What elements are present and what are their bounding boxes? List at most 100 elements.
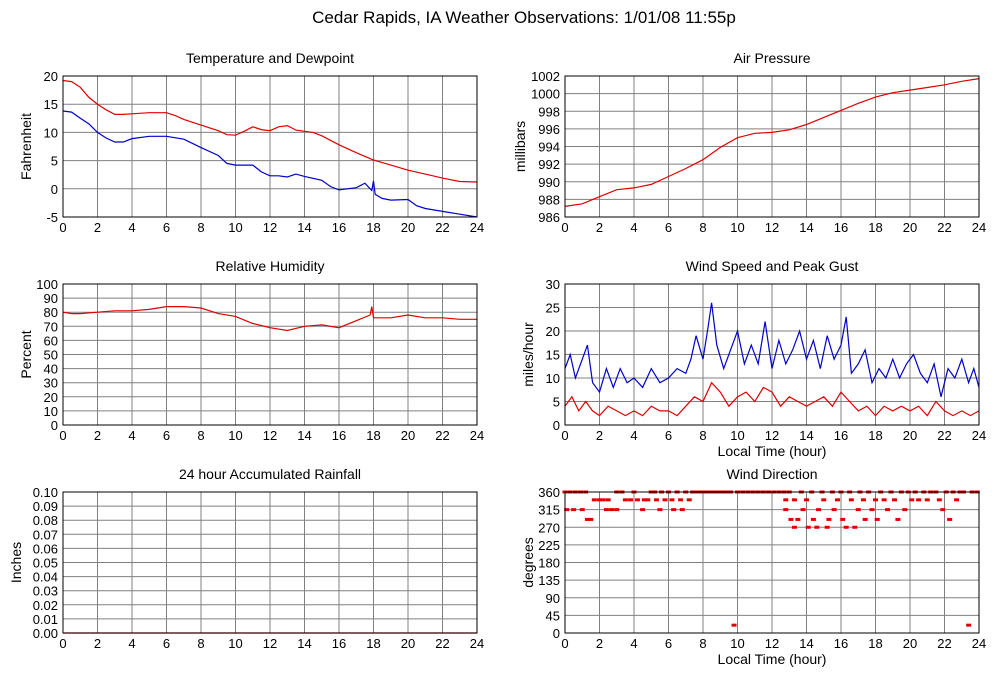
press-chart: 0 2 4 6 8 10 12 14 16 18 20 22 249869889909929949969… [512,50,986,235]
rain-y-axis-label: Inches [8,542,24,583]
wdir-point [579,508,585,512]
wind-x-tick-label: 6 [665,428,672,443]
wdir-x-tick-label: 10 [730,636,744,651]
wdir-x-tick-label: 20 [903,636,917,651]
wdir-point [947,517,953,521]
wdir-y-tick-label: 90 [546,591,560,606]
temp-y-tick-label: -5 [46,210,58,225]
wdir-x-tick-label: 12 [765,636,779,651]
wdir-point [564,508,570,512]
rain-x-tick-label: 6 [163,636,170,651]
temp-x-tick-label: 18 [366,220,380,235]
wdir-point [869,508,875,512]
wind-y-tick-label: 0 [553,418,560,433]
wdir-point [653,498,659,502]
wdir-x-tick-label: 6 [665,636,672,651]
press-y-tick-label: 996 [538,122,560,137]
rh-x-tick-label: 22 [435,428,449,443]
rh-y-tick-label: 20 [44,390,58,405]
press-x-tick-label: 8 [699,220,706,235]
rh-y-tick-label: 90 [44,291,58,306]
wdir-point [791,525,797,529]
wdir-y-tick-label: 225 [538,538,560,553]
rain-x-tick-label: 4 [128,636,135,651]
wdir-y-tick-label: 270 [538,520,560,535]
wdir-point [902,508,908,512]
press-x-tick-label: 20 [903,220,917,235]
temp-series-line [62,79,478,183]
rh-x-tick-label: 10 [228,428,242,443]
wdir-x-tick-label: 18 [868,636,882,651]
rh-y-axis-label: Percent [18,330,34,378]
wdir-point [924,498,930,502]
wind-x-axis-label: Local Time (hour) [718,443,827,459]
wind-chart-title: Wind Speed and Peak Gust [686,258,859,274]
temp-x-tick-label: 24 [470,220,484,235]
rh-x-tick-label: 16 [332,428,346,443]
wdir-point [628,498,634,502]
temp-x-tick-label: 12 [263,220,277,235]
temp-y-tick-label: 15 [44,97,58,112]
wdir-point [597,498,602,502]
wind-x-tick-label: 24 [972,428,986,443]
rain-y-tick-label: 0.00 [33,626,58,641]
rh-y-tick-label: 60 [44,333,58,348]
wdir-y-tick-label: 180 [538,556,560,571]
wind-y-tick-label: 5 [553,395,560,410]
wdir-point [891,498,897,502]
rh-x-tick-label: 4 [128,428,135,443]
wdir-point [966,623,972,627]
rain-x-tick-label: 2 [94,636,101,651]
rain-y-tick-label: 0.02 [33,598,58,613]
rain-x-tick-label: 20 [401,636,415,651]
rain-x-tick-label: 22 [435,636,449,651]
wind-y-tick-label: 10 [546,371,560,386]
wdir-point [605,498,611,502]
wdir-point [788,517,794,521]
temp-y-tick-label: 0 [51,182,58,197]
wdir-x-tick-label: 22 [937,636,951,651]
wdir-point [954,498,960,502]
wdir-y-axis-label: degrees [520,537,536,588]
rain-y-tick-label: 0.03 [33,584,58,599]
wdir-point [686,498,692,502]
press-y-tick-label: 992 [538,157,560,172]
rain-y-tick-label: 0.05 [33,556,58,571]
wind-x-tick-label: 12 [765,428,779,443]
wdir-point [662,498,668,502]
wind-y-tick-label: 20 [546,324,560,339]
wind-x-tick-label: 4 [630,428,637,443]
rain-x-tick-label: 10 [228,636,242,651]
wdir-point [885,508,891,512]
rh-x-tick-label: 14 [297,428,311,443]
rain-y-tick-label: 0.10 [33,485,58,500]
wdir-point [831,508,837,512]
wdir-point [800,508,806,512]
wdir-x-axis-label: Local Time (hour) [718,651,827,667]
rh-y-tick-label: 30 [44,376,58,391]
rain-x-tick-label: 14 [297,636,311,651]
wdir-x-tick-label: 16 [834,636,848,651]
wdir-x-tick-label: 24 [972,636,986,651]
wdir-point [810,517,816,521]
wdir-point [731,623,737,627]
wdir-plot-frame [564,491,980,634]
wdir-point [783,508,789,512]
rh-y-tick-label: 80 [44,305,58,320]
wdir-point [860,498,866,502]
wdir-y-tick-label: 315 [538,503,560,518]
wdir-chart-title: Wind Direction [726,466,817,482]
rain-y-tick-label: 0.01 [33,612,58,627]
wind-x-tick-label: 20 [903,428,917,443]
wdir-point [640,508,646,512]
temp-x-tick-label: 10 [228,220,242,235]
press-x-tick-label: 16 [834,220,848,235]
wdir-point [824,525,830,529]
wind-series-line [564,381,980,417]
wdir-point [909,498,915,502]
rh-series-line [62,306,477,332]
press-x-tick-label: 4 [630,220,637,235]
rh-x-tick-label: 12 [263,428,277,443]
wdir-point [603,508,609,512]
